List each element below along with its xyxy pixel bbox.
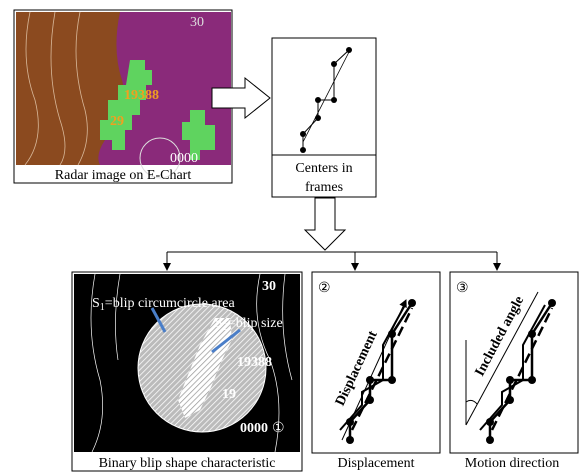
binary-panel: S1=blip circumcircle area S2=blip size 3… <box>72 272 302 471</box>
radar-label: 19388 <box>124 88 159 103</box>
centers-panel: Centers in frames <box>272 38 376 197</box>
caption: Centers in <box>295 161 352 176</box>
caption: frames <box>305 180 343 195</box>
caption: Binary blip shape characteristic <box>99 456 276 471</box>
caption: Radar image on E-Chart <box>55 168 192 183</box>
binary-label: 0000 <box>240 421 268 436</box>
panel-number: ② <box>318 281 331 296</box>
connector <box>167 252 497 270</box>
caption: Displacement <box>338 456 415 471</box>
s1-label: S1=blip circumcircle area <box>92 296 236 313</box>
arrow <box>305 198 345 250</box>
panel-number: ③ <box>456 281 469 296</box>
radar-label: 29 <box>110 114 124 129</box>
binary-label: 30 <box>262 279 276 294</box>
diagram: 30 19388 29 0000 Radar image on E-Chart … <box>0 0 581 472</box>
displacement-frame <box>312 272 440 453</box>
caption: Motion direction <box>465 456 560 471</box>
radar-label: 30 <box>190 15 204 30</box>
binary-label: 19 <box>222 387 236 402</box>
displacement-panel: ② Displacement Displacement <box>312 272 440 471</box>
radar-label: 0000 <box>170 151 198 166</box>
radar-panel: 30 19388 29 0000 Radar image on E-Chart <box>14 10 232 183</box>
panel-number: ① <box>272 421 285 436</box>
motion-panel: ③ Included angle Motion direction <box>450 272 578 471</box>
binary-label: 19388 <box>237 355 272 370</box>
